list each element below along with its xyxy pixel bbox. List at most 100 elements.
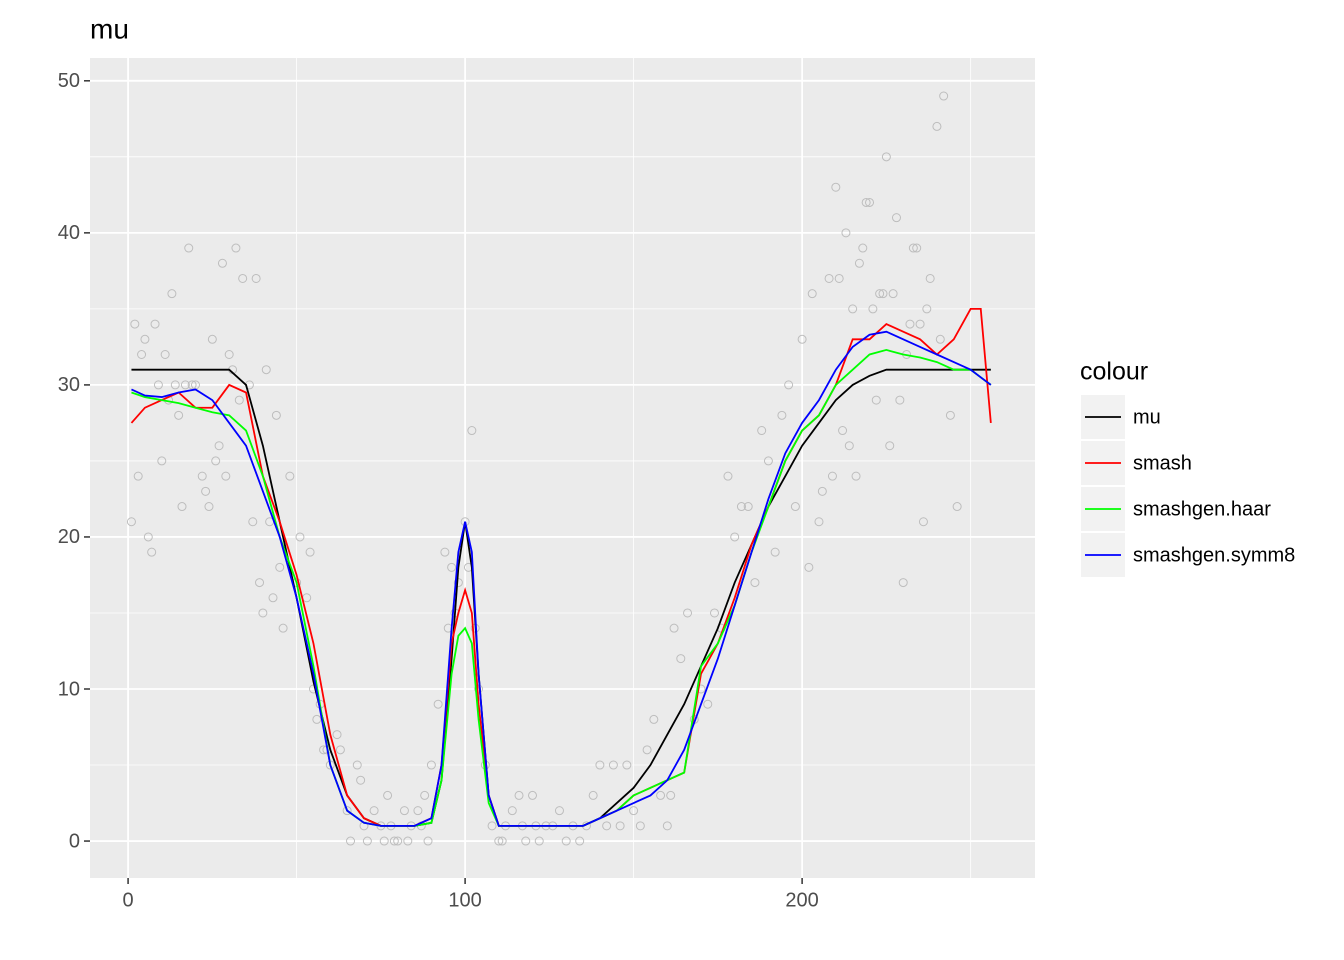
data-point	[797, 334, 807, 344]
data-point	[271, 410, 281, 420]
data-point	[305, 547, 315, 557]
data-point	[126, 517, 136, 527]
data-point	[393, 836, 403, 846]
data-point	[248, 517, 258, 527]
data-point	[147, 547, 157, 557]
data-point	[217, 258, 227, 268]
data-point	[420, 790, 430, 800]
data-point	[622, 760, 632, 770]
data-point	[514, 790, 524, 800]
data-point	[703, 699, 713, 709]
data-point	[952, 502, 962, 512]
data-point	[157, 456, 167, 466]
data-point	[750, 578, 760, 588]
legend-label: smashgen.symm8	[1133, 544, 1295, 566]
data-point	[143, 532, 153, 542]
data-point	[885, 441, 895, 451]
data-point	[777, 410, 787, 420]
data-point	[423, 836, 433, 846]
data-point	[588, 790, 598, 800]
data-point	[356, 775, 366, 785]
legend-label: smash	[1133, 452, 1192, 474]
data-point	[497, 836, 507, 846]
data-point	[730, 532, 740, 542]
data-point	[342, 806, 352, 816]
data-point	[814, 517, 824, 527]
data-point	[608, 760, 618, 770]
data-point	[234, 395, 244, 405]
data-point	[554, 806, 564, 816]
data-point	[221, 471, 231, 481]
data-point	[180, 380, 190, 390]
data-point	[285, 471, 295, 481]
data-point	[440, 547, 450, 557]
data-point	[487, 821, 497, 831]
data-point	[629, 806, 639, 816]
data-point	[915, 319, 925, 329]
data-point	[389, 836, 399, 846]
data-point	[170, 380, 180, 390]
data-point	[736, 502, 746, 512]
data-point	[130, 319, 140, 329]
data-point	[224, 349, 234, 359]
data-point	[662, 821, 672, 831]
data-point	[807, 289, 817, 299]
y-tick-label: 20	[58, 526, 80, 548]
data-point	[854, 258, 864, 268]
data-point	[784, 380, 794, 390]
data-point	[888, 289, 898, 299]
data-point	[528, 790, 538, 800]
data-point	[602, 821, 612, 831]
data-point	[935, 334, 945, 344]
data-point	[757, 426, 767, 436]
data-point	[932, 121, 942, 131]
data-point	[666, 790, 676, 800]
data-point	[875, 289, 885, 299]
legend-title: colour	[1080, 358, 1148, 386]
data-point	[184, 243, 194, 253]
data-point	[683, 608, 693, 618]
data-point	[137, 349, 147, 359]
x-tick-label: 100	[448, 889, 481, 911]
data-point	[868, 304, 878, 314]
data-point	[881, 152, 891, 162]
data-point	[834, 273, 844, 283]
data-point	[898, 578, 908, 588]
data-point	[945, 410, 955, 420]
data-point	[817, 486, 827, 496]
x-tick-label: 0	[123, 889, 134, 911]
data-point	[871, 395, 881, 405]
data-point	[174, 410, 184, 420]
data-point	[534, 836, 544, 846]
data-point	[642, 745, 652, 755]
data-point	[827, 471, 837, 481]
data-point	[770, 547, 780, 557]
data-point	[312, 714, 322, 724]
data-point	[905, 319, 915, 329]
data-point	[204, 502, 214, 512]
data-point	[399, 806, 409, 816]
data-point	[258, 608, 268, 618]
data-point	[838, 426, 848, 436]
data-point	[790, 502, 800, 512]
plot-panel	[90, 58, 1035, 878]
y-tick-label: 0	[69, 830, 80, 852]
data-point	[346, 836, 356, 846]
data-point	[494, 836, 504, 846]
data-point	[925, 273, 935, 283]
data-point	[275, 562, 285, 572]
data-point	[403, 836, 413, 846]
data-point	[723, 471, 733, 481]
data-point	[763, 456, 773, 466]
data-point	[858, 243, 868, 253]
data-point	[278, 623, 288, 633]
data-point	[268, 593, 278, 603]
data-point	[187, 380, 197, 390]
data-point	[369, 806, 379, 816]
data-point	[831, 182, 841, 192]
data-point	[908, 243, 918, 253]
data-point	[824, 273, 834, 283]
data-point	[332, 730, 342, 740]
data-point	[848, 304, 858, 314]
data-point	[352, 760, 362, 770]
